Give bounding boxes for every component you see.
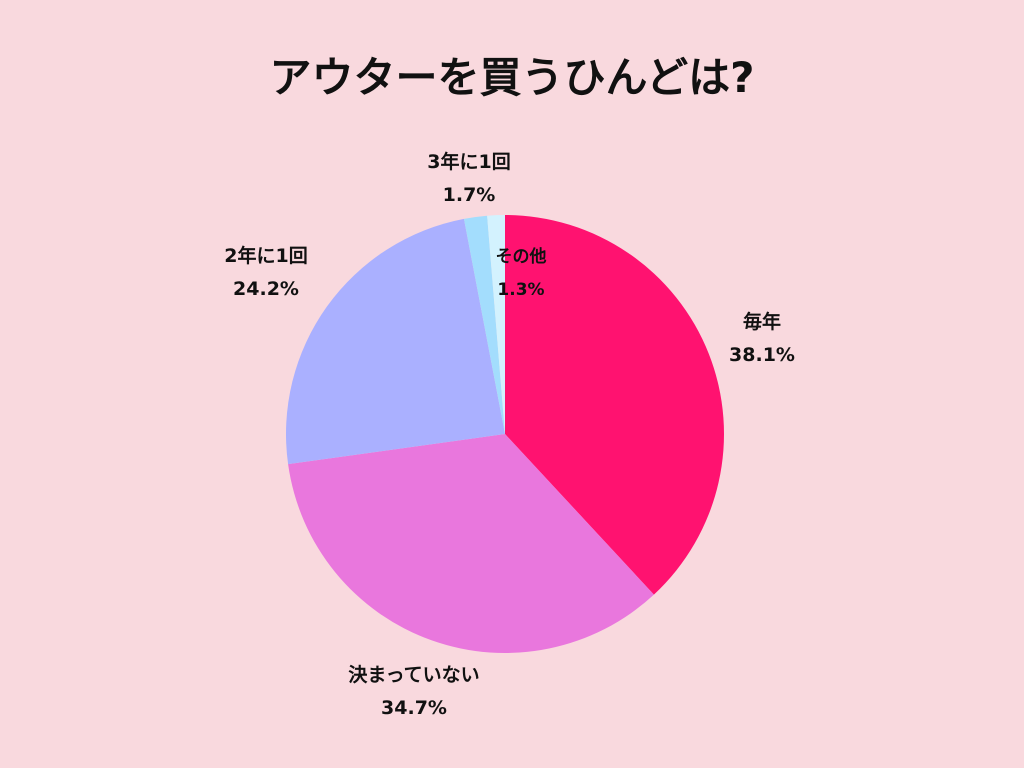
slice-label-3: 2年に1回: [224, 244, 307, 267]
pie-slice-2: [288, 434, 654, 653]
slice-label-4: 3年に1回: [427, 150, 510, 173]
slice-value-label-2: 34.7%: [381, 697, 447, 719]
pie-slice-4: [463, 215, 505, 434]
pie-slice-5: [487, 215, 505, 434]
slice-label-2: 決まっていない: [348, 664, 479, 686]
pie-slice-3: [286, 218, 505, 465]
slice-label-5: その他: [496, 246, 547, 267]
pie-labels: 毎年 38.1% 決まっていない 34.7% 2年に1回 24.2% 3年に1回 1.7% その…: [224, 150, 795, 719]
slice-label-1: 毎年: [743, 310, 781, 333]
pie-slices: [286, 215, 724, 653]
slice-value-label-1: 38.1%: [729, 344, 795, 366]
slice-value-label-4: 1.7%: [443, 184, 496, 206]
slice-value-label-3: 24.2%: [233, 278, 299, 300]
slice-value-label-5: 1.3%: [497, 280, 544, 300]
chart-title: アウターを買うひんどは?: [269, 53, 754, 102]
pie-slice-1: [505, 215, 724, 595]
